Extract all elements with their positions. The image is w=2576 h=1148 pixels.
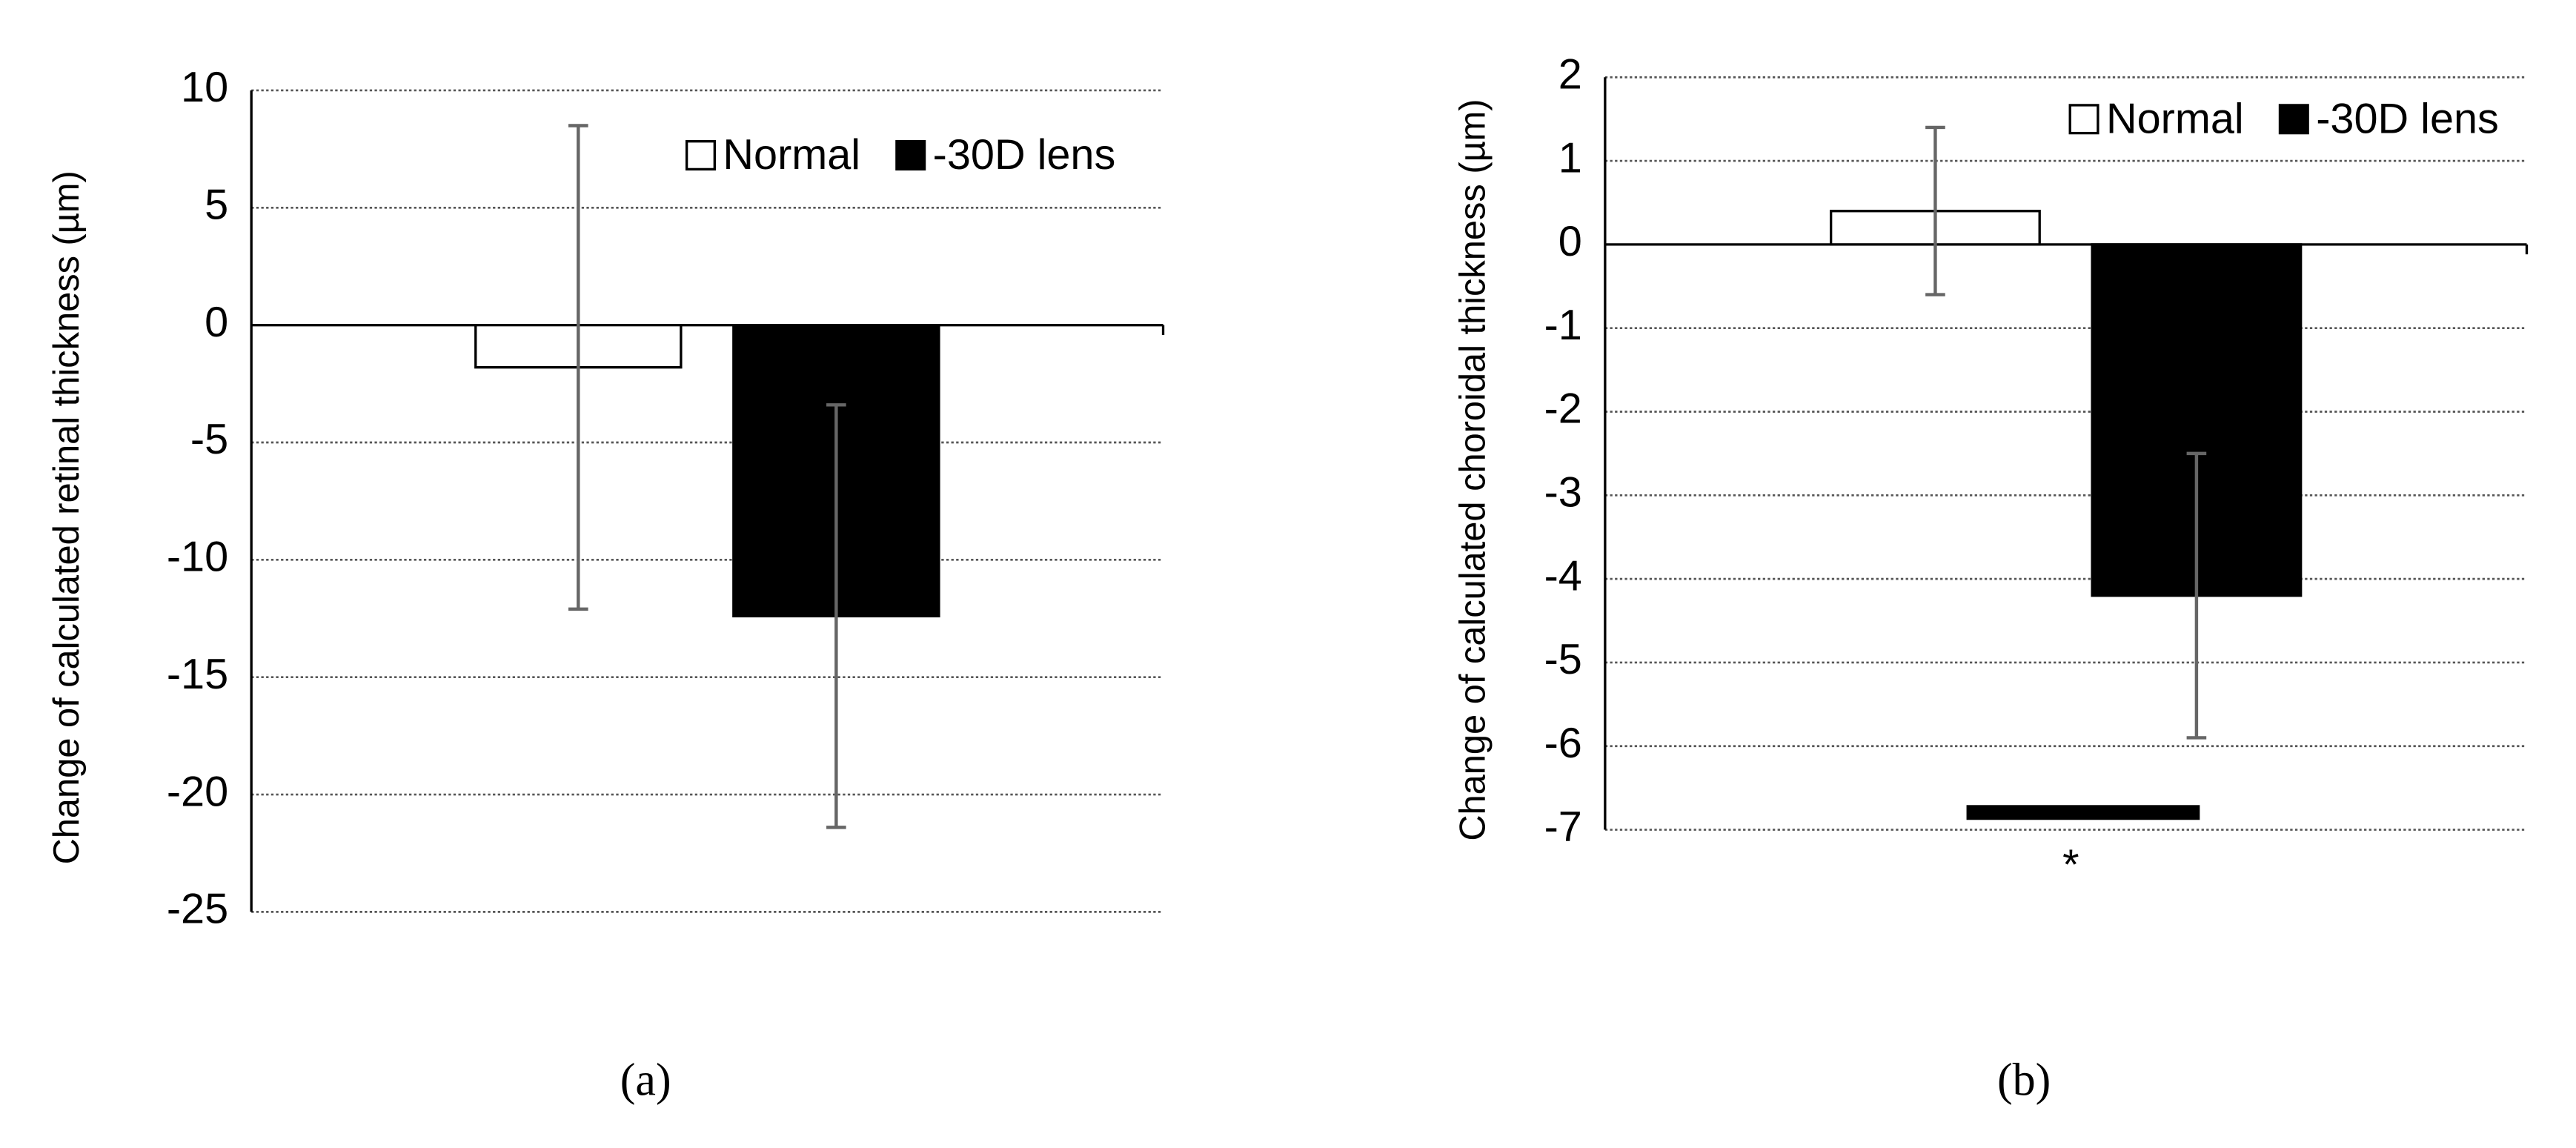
- y-tick-label: 2: [1558, 50, 1582, 98]
- y-axis-title: Change of calculated retinal thickness (…: [47, 170, 87, 864]
- y-tick-label: 0: [1558, 218, 1582, 265]
- error-bar: [826, 403, 846, 829]
- y-tick-label: 1: [1558, 134, 1582, 182]
- panel-label: (b): [1997, 1055, 2051, 1105]
- error-bar: [1925, 125, 1945, 296]
- y-tick-label: 0: [205, 299, 228, 346]
- y-tick-label: -2: [1544, 385, 1582, 433]
- y-tick-label: -20: [167, 768, 228, 815]
- legend-label: Normal: [2106, 95, 2244, 142]
- legend-label: -30D lens: [2316, 95, 2499, 142]
- y-tick-label: 5: [205, 182, 228, 229]
- panel-label: (a): [620, 1055, 671, 1105]
- y-tick-label: -25: [167, 886, 228, 933]
- legend-swatch: [685, 140, 716, 171]
- legend-swatch: [2068, 104, 2099, 135]
- significance-bar: [1966, 805, 2200, 820]
- legend-label: Normal: [723, 131, 860, 179]
- panel-a: -25 -20 -15 -10 -5 0 5 10 Normal -30D lens Change …: [47, 64, 1165, 1105]
- error-bar: [568, 124, 588, 611]
- y-tick-label: -4: [1544, 552, 1582, 600]
- legend-label: -30D lens: [933, 131, 1116, 179]
- legend-swatch: [2278, 104, 2309, 135]
- y-tick-label: -3: [1544, 469, 1582, 517]
- panel-b: -7 -6 -5 -4 -3 -2 -1 0 1 2 Normal -30D lens Change o…: [1453, 50, 2529, 1105]
- y-tick-label: -6: [1544, 720, 1582, 767]
- y-tick-label: -7: [1544, 803, 1582, 851]
- legend-swatch: [895, 140, 926, 171]
- y-axis-title: Change of calculated choroidal thickness…: [1453, 99, 1493, 840]
- error-bar: [2186, 451, 2207, 740]
- significance-star: *: [2062, 841, 2079, 889]
- y-tick-label: -15: [167, 651, 228, 698]
- y-tick-label: -1: [1544, 302, 1582, 349]
- y-tick-label: -5: [190, 416, 228, 463]
- y-tick-label: -5: [1544, 636, 1582, 683]
- y-tick-label: 10: [181, 64, 228, 111]
- y-tick-label: -10: [167, 534, 228, 581]
